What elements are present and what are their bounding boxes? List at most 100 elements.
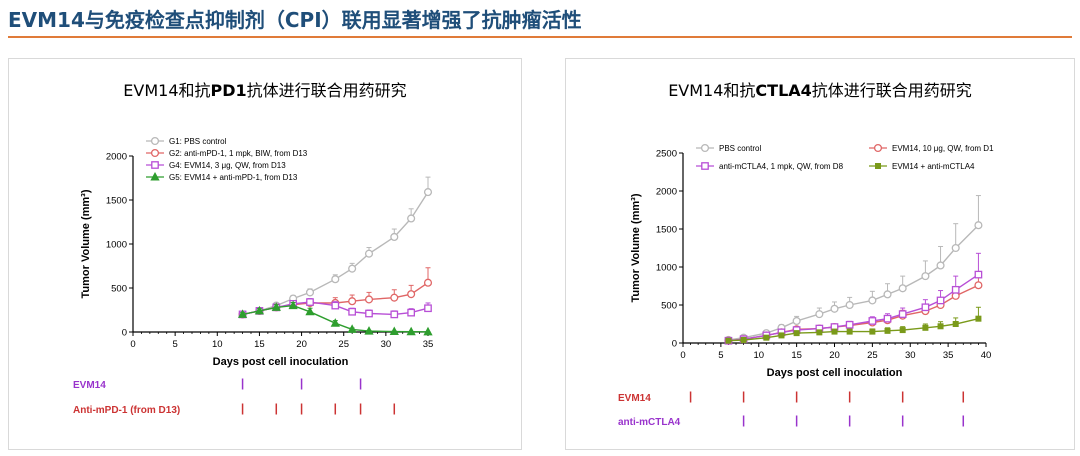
x-axis-label: Days post cell inoculation [767,367,903,379]
data-point [364,326,374,335]
data-point [390,232,399,242]
y-tick-label: 1000 [656,263,677,274]
data-point [331,275,340,284]
data-point [424,304,432,313]
y-tick-label: 0 [122,328,127,339]
data-point [365,309,373,318]
data-point [952,321,959,327]
y-tick-label: 500 [111,284,127,295]
data-point [921,303,930,312]
data-point [793,330,800,337]
data-point [868,296,877,305]
data-point [725,337,732,344]
legend-marker [150,171,160,181]
series-4 [237,300,433,336]
data-point [936,261,945,270]
x-tick-label: 25 [867,350,878,361]
legend-marker [700,143,710,153]
data-point [815,310,824,319]
data-point [845,320,854,329]
y-tick-label: 2000 [106,152,127,163]
legend-label: G4: EVM14, 3 μg, QW, from D13 [169,161,286,170]
y-tick-label: 1000 [106,240,127,251]
data-point [974,270,983,279]
data-point [423,326,433,336]
data-point [348,264,357,273]
y-tick-label: 2500 [656,149,677,160]
x-axis-label: Days post cell inoculation [213,356,349,368]
schedule-label: Anti-mPD-1 (from D13) [73,405,180,416]
y-tick-label: 1500 [106,196,127,207]
y-axis-label: Tumor Volume (mm³) [80,189,92,298]
data-point [271,302,281,311]
legend-marker [701,162,709,170]
y-tick-label: 1500 [656,225,677,236]
data-point [348,297,357,306]
data-point [406,326,416,336]
data-point [951,243,960,253]
page-title: EVM14与免疫检查点抑制剂（CPI）联用显著增强了抗肿瘤活性 [8,8,582,32]
data-point [974,221,983,230]
data-point [884,327,891,334]
data-point [922,324,929,331]
chart-ctla4: 0 500 1000 1500 2000 2500 0 5 10 15 20 25 30 35 40 Days… [618,143,994,428]
data-point [830,304,839,313]
data-point [390,310,399,319]
x-tick-label: 25 [338,339,349,350]
legend-marker [151,161,159,169]
x-tick-label: 15 [791,350,802,361]
schedule-label: EVM14 [73,380,106,391]
chart-panel-pd1: EVM14和抗PD1抗体进行联合用药研究 0 500 1000 1500 2000 0 5 1… [8,58,522,450]
legend-label: G2: anti-mPD-1, 1 mpk, BIW, from D13 [169,149,308,158]
legend-label: G1: PBS control [169,137,227,146]
x-tick-label: 5 [172,339,177,350]
data-point [951,285,960,294]
data-point [792,316,801,326]
data-point [305,288,315,297]
series-1 [238,176,433,319]
data-point [974,281,983,290]
x-tick-label: 35 [943,350,954,361]
x-tick-label: 15 [254,339,265,350]
data-point [846,328,853,335]
legend-label: PBS control [719,144,761,153]
legend-label: G5: EVM14 + anti-mPD-1, from D13 [169,173,298,182]
x-tick-label: 30 [905,350,916,361]
data-point [305,306,315,316]
schedule-label: EVM14 [618,393,651,404]
data-point [423,188,433,197]
data-point [364,249,374,258]
data-point [763,334,770,341]
data-point [883,290,892,299]
x-tick-label: 10 [212,339,223,350]
legend-marker [150,148,160,158]
series-4 [725,306,982,344]
data-point [331,301,340,310]
data-point [936,296,945,305]
data-point [740,336,747,343]
y-axis-label: Tumor Volume (mm³) [630,193,642,302]
y-tick-label: 2000 [656,187,677,198]
x-tick-label: 0 [130,339,135,350]
data-point [831,328,838,335]
data-point [306,298,314,306]
x-tick-label: 40 [981,350,992,361]
data-point [347,324,357,333]
x-tick-label: 5 [718,350,723,361]
data-point [937,323,944,330]
data-point [407,290,416,299]
data-point [390,293,399,302]
data-point [921,272,930,281]
legend-label: anti-mCTLA4, 1 mpk, QW, from D8 [719,162,844,171]
data-point [237,309,248,318]
data-point [407,308,415,317]
data-point [348,307,356,316]
data-point [778,332,785,339]
legend-marker [150,136,160,146]
data-point [364,295,374,304]
chart-pd1: 0 500 1000 1500 2000 0 5 10 15 20 25 30 35 Days post … [73,136,433,416]
data-point [389,326,399,336]
chart-title: EVM14和抗PD1抗体进行联合用药研究 [123,81,407,100]
data-point [883,314,892,323]
schedule-label: anti-mCTLA4 [618,417,681,428]
